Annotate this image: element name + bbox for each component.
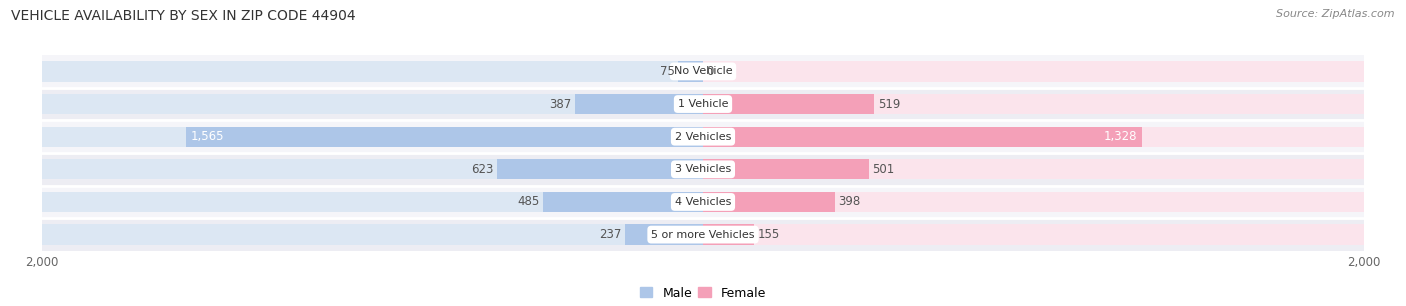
Text: 2 Vehicles: 2 Vehicles [675, 132, 731, 142]
Bar [42, 94, 703, 114]
Bar [186, 127, 703, 147]
Bar [42, 55, 1364, 88]
Bar [42, 120, 1364, 153]
Bar [42, 153, 1364, 186]
Text: 3 Vehicles: 3 Vehicles [675, 164, 731, 174]
Text: VEHICLE AVAILABILITY BY SEX IN ZIP CODE 44904: VEHICLE AVAILABILITY BY SEX IN ZIP CODE … [11, 9, 356, 23]
Bar [42, 225, 703, 245]
Bar [703, 192, 835, 212]
Bar [42, 192, 703, 212]
Bar [42, 127, 703, 147]
Text: 1 Vehicle: 1 Vehicle [678, 99, 728, 109]
Bar [42, 159, 703, 179]
Text: 0: 0 [706, 65, 714, 78]
Text: 237: 237 [599, 228, 621, 241]
Bar [703, 159, 1364, 179]
Bar [42, 186, 1364, 218]
Text: 4 Vehicles: 4 Vehicles [675, 197, 731, 207]
Bar [42, 61, 703, 81]
Text: 75: 75 [659, 65, 675, 78]
Bar [42, 88, 1364, 120]
Bar [498, 159, 703, 179]
Text: 1,328: 1,328 [1104, 130, 1137, 143]
Text: 485: 485 [517, 196, 540, 208]
Bar [703, 159, 869, 179]
Bar [575, 94, 703, 114]
Bar [42, 218, 1364, 251]
Bar [678, 61, 703, 81]
Bar [703, 225, 754, 245]
Bar [703, 94, 875, 114]
Legend: Male, Female: Male, Female [640, 286, 766, 300]
Text: 398: 398 [838, 196, 860, 208]
Bar [703, 94, 1364, 114]
Text: 623: 623 [471, 163, 494, 176]
Text: 1,565: 1,565 [191, 130, 225, 143]
Bar [703, 61, 1364, 81]
Text: 501: 501 [872, 163, 894, 176]
Bar [703, 225, 1364, 245]
Bar [543, 192, 703, 212]
Text: 5 or more Vehicles: 5 or more Vehicles [651, 230, 755, 240]
Bar [703, 127, 1142, 147]
Text: Source: ZipAtlas.com: Source: ZipAtlas.com [1277, 9, 1395, 19]
Text: 387: 387 [550, 98, 572, 110]
Text: 519: 519 [877, 98, 900, 110]
Text: 155: 155 [758, 228, 780, 241]
Bar [703, 127, 1364, 147]
Text: No Vehicle: No Vehicle [673, 66, 733, 76]
Bar [624, 225, 703, 245]
Bar [703, 192, 1364, 212]
